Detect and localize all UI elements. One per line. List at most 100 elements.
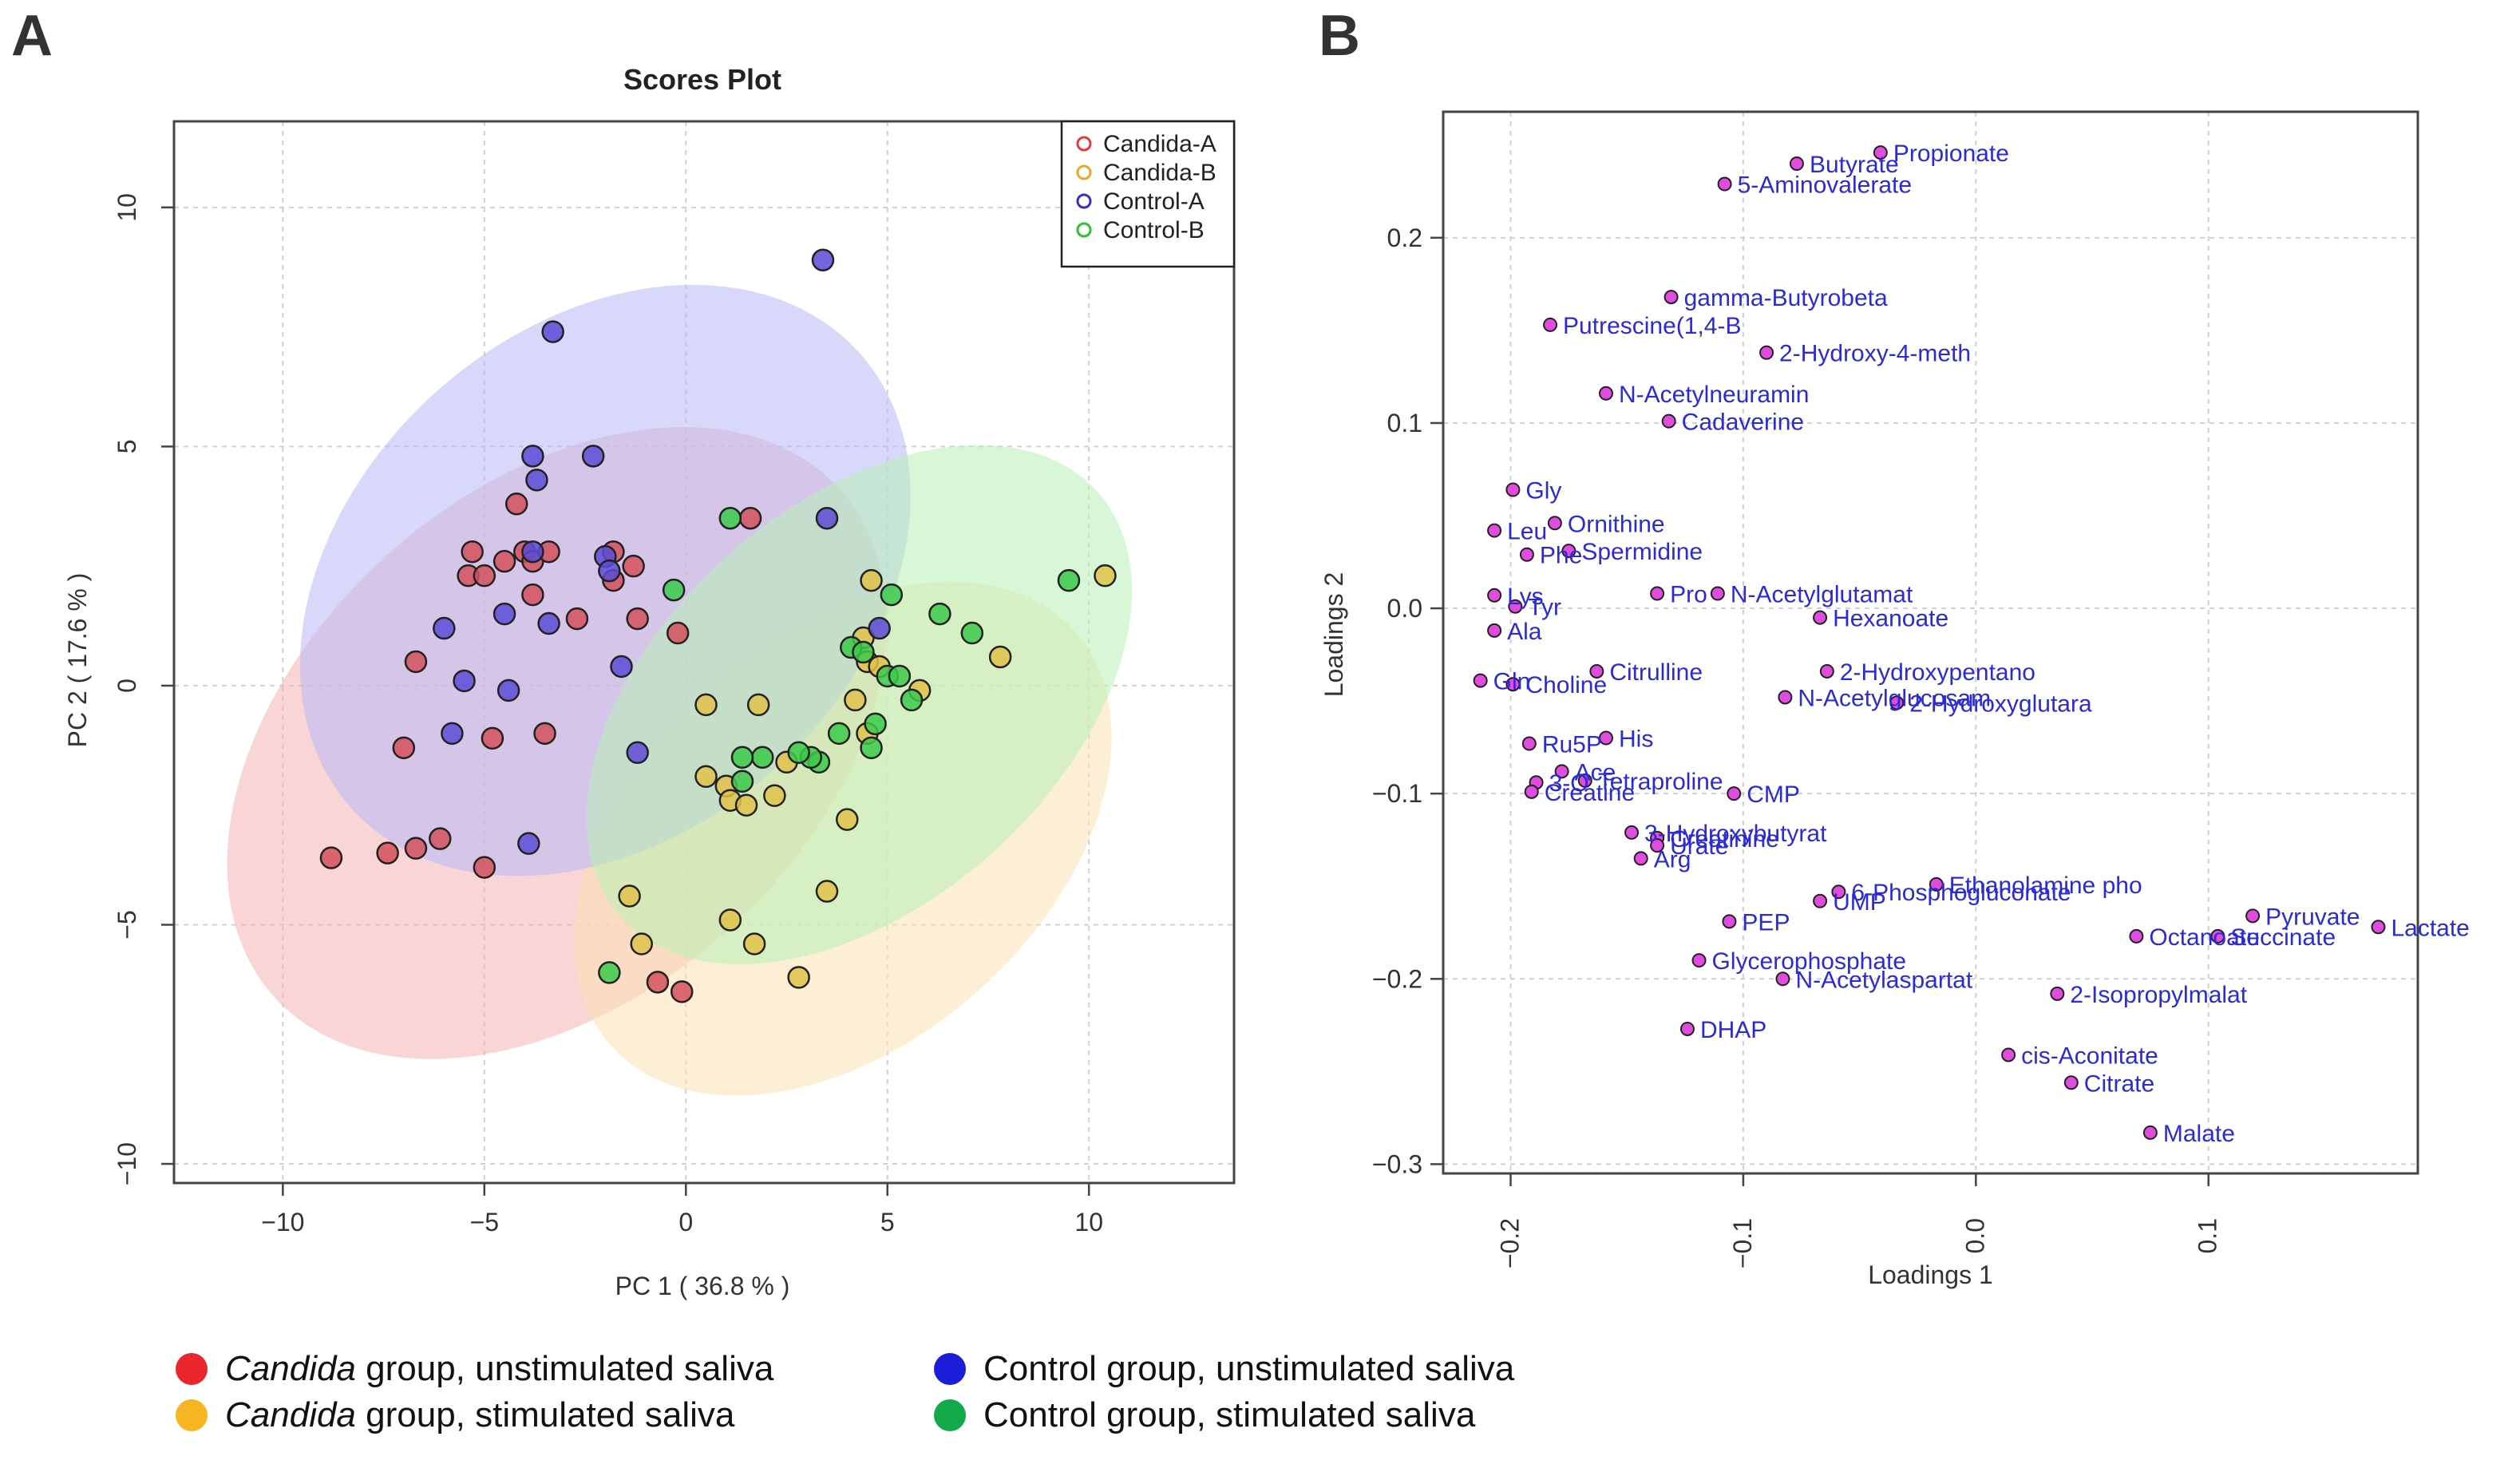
data-point-control-a xyxy=(581,445,605,468)
loading-point xyxy=(1813,893,1828,908)
data-point-control-b xyxy=(662,578,686,602)
x-tick-label: 0.1 xyxy=(2194,1218,2222,1253)
loading-label: His xyxy=(1619,726,1653,753)
data-point-candida-a xyxy=(533,722,556,746)
data-point-control-b xyxy=(750,746,774,770)
loading-point xyxy=(1873,145,1888,160)
loading-point xyxy=(1598,386,1613,401)
loading-point xyxy=(1519,547,1534,562)
data-point-control-b xyxy=(852,640,875,664)
group-legend-item-candida-stimulated: Candida group, stimulated saliva xyxy=(176,1395,734,1435)
score-points xyxy=(319,248,1117,1003)
data-point-control-b xyxy=(928,602,951,626)
y-tick-label: −5 xyxy=(113,910,141,939)
data-point-candida-a xyxy=(493,549,516,573)
data-point-control-a xyxy=(433,616,456,640)
loading-point xyxy=(1679,1021,1695,1036)
loading-label: Ethanolamine pho xyxy=(1949,872,2142,899)
red-dot-icon xyxy=(176,1353,208,1385)
data-point-control-a xyxy=(521,540,544,564)
legend-marker-icon xyxy=(1076,164,1092,180)
loading-point xyxy=(1554,764,1569,779)
data-point-control-a xyxy=(626,741,649,765)
loading-point xyxy=(1505,677,1521,692)
legend-marker-icon xyxy=(1076,193,1092,209)
y-tick-label: 0 xyxy=(113,679,141,693)
y-tick-label: 10 xyxy=(113,193,141,222)
loading-point xyxy=(1759,345,1774,360)
loading-label: 2-Hydroxy-4-meth xyxy=(1779,341,1971,367)
data-point-control-a xyxy=(493,602,516,626)
loading-point xyxy=(1598,730,1613,746)
x-tick-label: −10 xyxy=(261,1208,304,1236)
loading-label: Pyruvate xyxy=(2265,904,2360,930)
data-point-control-b xyxy=(730,746,754,770)
data-point-candida-a xyxy=(738,507,762,530)
loading-label: Ornithine xyxy=(1568,511,1665,537)
data-point-control-b xyxy=(787,741,810,765)
data-point-candida-a xyxy=(622,554,645,578)
loading-point xyxy=(1624,825,1640,840)
data-point-control-b xyxy=(880,583,904,607)
data-point-candida-a xyxy=(646,971,670,994)
data-point-control-b xyxy=(900,688,924,712)
legend-marker-icon xyxy=(1076,136,1092,152)
data-point-control-a xyxy=(496,679,520,702)
chart-title: Scores Plot xyxy=(623,63,781,96)
loading-point xyxy=(1487,623,1502,638)
loading-point xyxy=(1508,599,1523,614)
data-point-candida-a xyxy=(481,726,504,750)
loading-label: Gln xyxy=(1493,669,1531,695)
loading-point xyxy=(1778,690,1793,705)
data-point-candida-a xyxy=(461,540,484,564)
data-point-candida-b xyxy=(844,688,867,712)
data-point-candida-b xyxy=(618,884,641,908)
data-point-control-a xyxy=(811,248,835,271)
legend-label: Control-A xyxy=(1103,188,1205,215)
data-point-candida-b xyxy=(746,693,770,717)
data-point-candida-b xyxy=(836,808,859,831)
data-point-control-a xyxy=(598,559,621,583)
loading-point xyxy=(1633,851,1648,866)
loading-point xyxy=(1487,523,1502,538)
data-point-candida-b xyxy=(718,908,742,932)
data-point-candida-b xyxy=(694,765,718,789)
scores-plot: −10 −5 0 5 10 −10 −5 0 5 10 Scores Plot PC 1 ( 36.8… xyxy=(63,63,1236,1300)
loading-label: Pro xyxy=(1670,581,1707,607)
green-dot-icon xyxy=(934,1399,966,1431)
data-point-control-b xyxy=(598,961,621,984)
loading-label: N-Acetylglucosam xyxy=(1798,685,1991,711)
loading-point xyxy=(1650,586,1665,601)
loading-point xyxy=(1813,610,1828,625)
loading-point xyxy=(2050,986,2065,1001)
loading-point xyxy=(1577,773,1592,788)
loading-label: DHAP xyxy=(1700,1017,1766,1043)
data-point-control-a xyxy=(868,616,891,640)
x-tick-label: 10 xyxy=(1074,1208,1103,1236)
y-axis-title: Loadings 2 xyxy=(1319,572,1348,698)
plot-frame xyxy=(1442,110,2419,1175)
legend-label: Candida-B xyxy=(1103,160,1216,186)
y-axis-title: PC 2 ( 17.6 % ) xyxy=(63,573,92,748)
data-point-candida-a xyxy=(473,856,496,879)
y-tick-label: 5 xyxy=(113,439,141,453)
loading-label: Tetraproline xyxy=(1598,769,1723,795)
data-point-control-a xyxy=(610,655,633,679)
group-legend: Candida group, unstimulated saliva Candi… xyxy=(176,1349,1852,1453)
y-axis: −10 −5 0 5 10 xyxy=(113,193,174,1185)
loading-point xyxy=(1650,838,1665,853)
loading-point xyxy=(2063,1075,2079,1090)
loading-label: Spermidine xyxy=(1581,539,1703,565)
loading-point xyxy=(1661,413,1676,429)
grid xyxy=(1443,112,2418,1173)
loading-point xyxy=(1521,736,1537,751)
y-axis: −0.3 −0.2 −0.1 0.0 0.1 0.2 xyxy=(1372,224,1443,1178)
loading-label: N-Acetylglutamat xyxy=(1731,581,1913,607)
group-legend-item-control-stimulated: Control group, stimulated saliva xyxy=(934,1395,1475,1435)
x-axis-title: Loadings 1 xyxy=(1868,1260,1993,1289)
data-point-candida-a xyxy=(404,650,428,674)
